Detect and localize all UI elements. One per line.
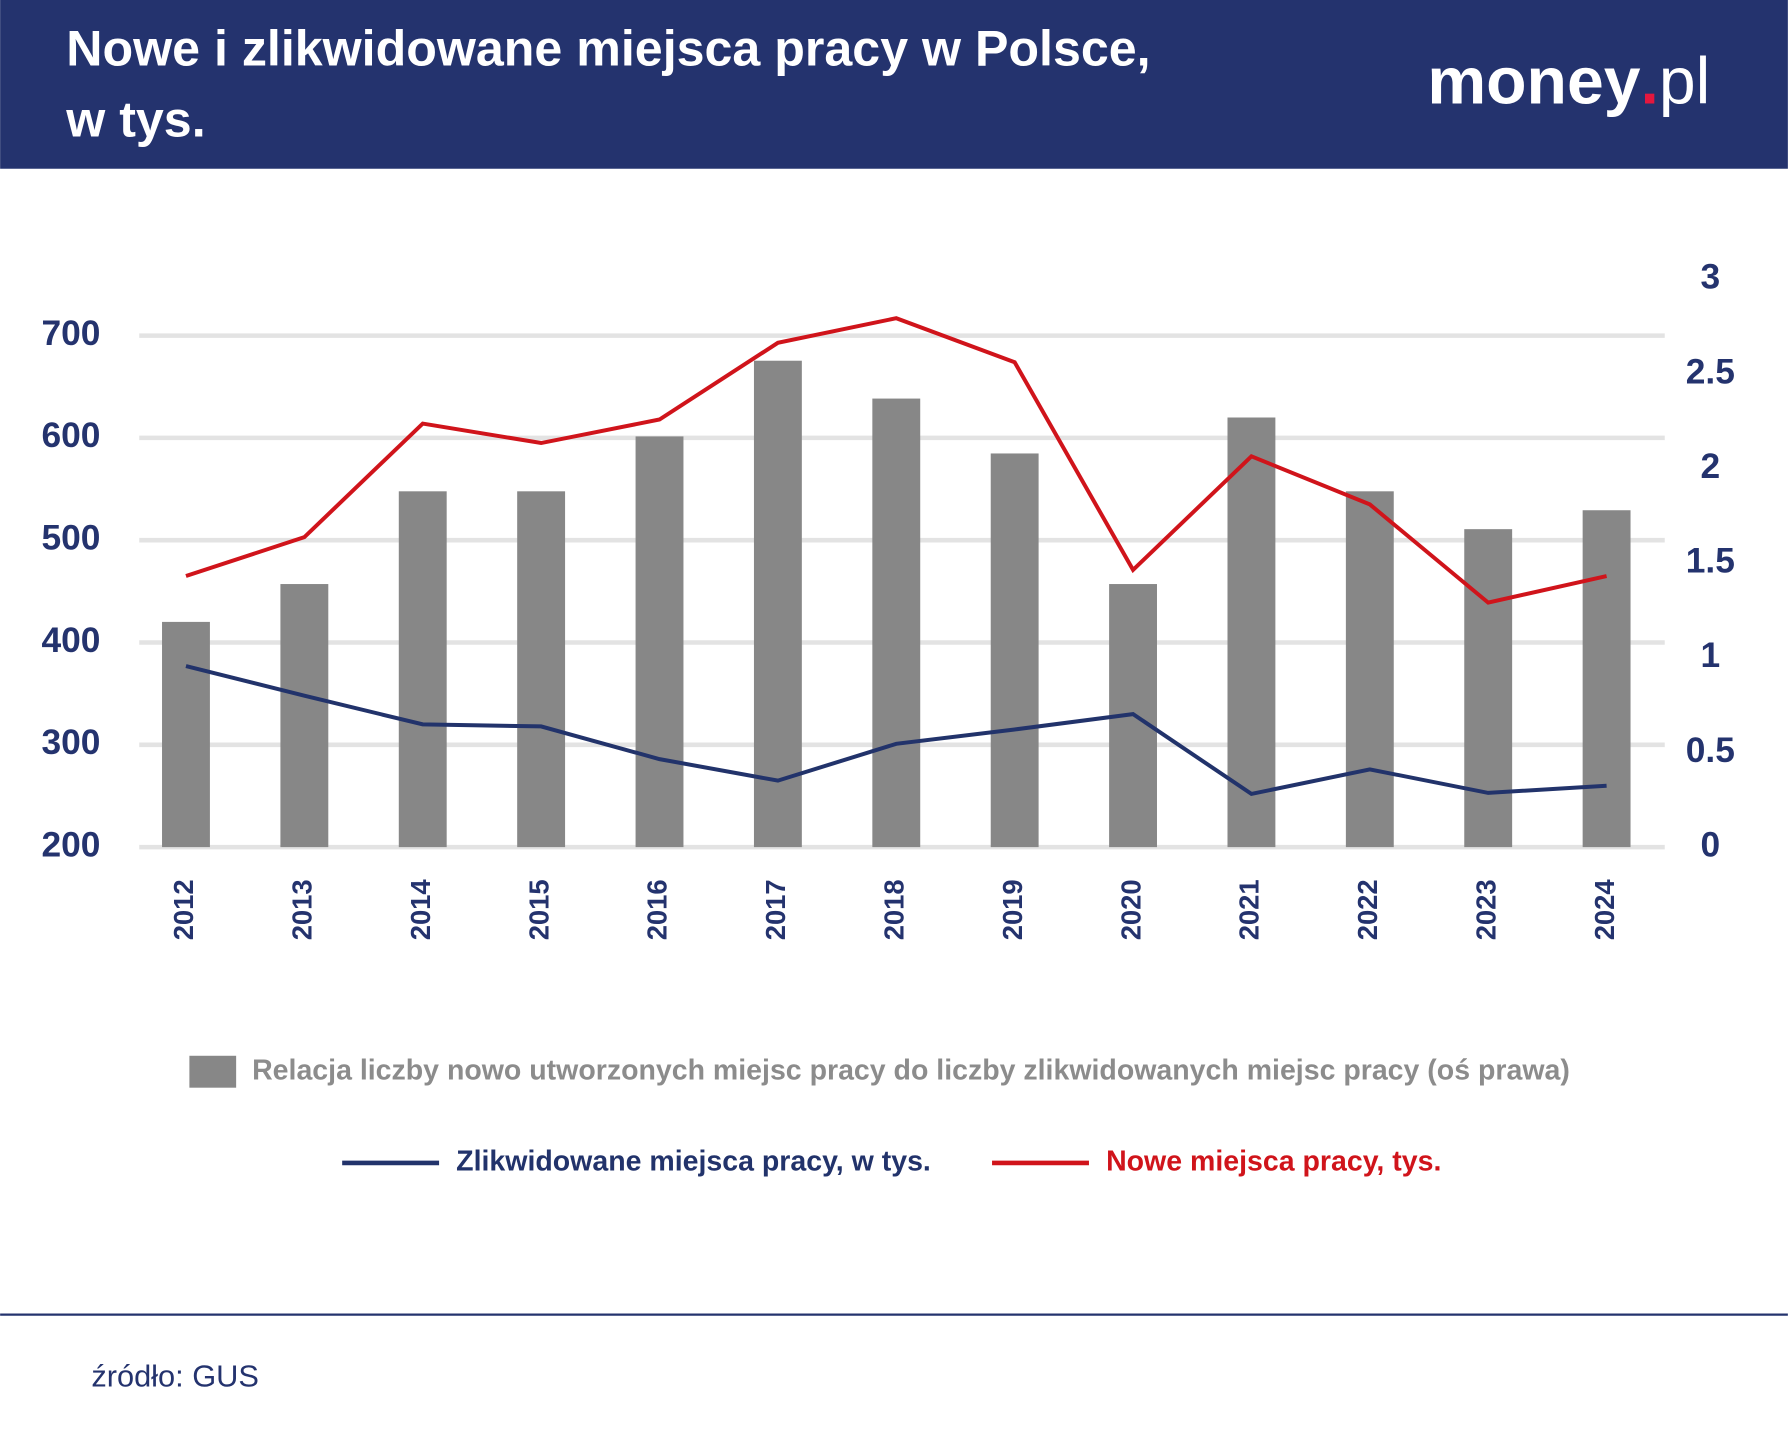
- bar: [1464, 529, 1513, 848]
- legend-swatch: [189, 1055, 237, 1088]
- header-band: [0, 0, 1788, 169]
- legend-label: Nowe miejsca pracy, tys.: [1106, 1145, 1441, 1177]
- y2-tick-label: 1: [1701, 636, 1721, 675]
- bar: [635, 436, 684, 848]
- x-tick-label: 2012: [168, 879, 199, 940]
- x-tick-label: 2020: [1115, 879, 1146, 940]
- line: [185, 664, 1607, 797]
- bar: [990, 453, 1039, 848]
- y2-tick-label: 2.5: [1686, 352, 1735, 391]
- bar: [753, 360, 802, 848]
- legend-label: Relacja liczby nowo utworzonych miejsc p…: [252, 1054, 1570, 1086]
- x-tick-label: 2014: [405, 879, 436, 941]
- x-tick-label: 2015: [523, 879, 554, 940]
- x-tick-label: 2018: [879, 879, 910, 940]
- y-tick-label: 200: [42, 825, 101, 864]
- legend-label: Zlikwidowane miejsca pracy, w tys.: [456, 1145, 931, 1177]
- x-tick-label: 2021: [1234, 879, 1265, 940]
- title-line: w tys.: [65, 91, 205, 147]
- x-tick-label: 2019: [997, 879, 1028, 940]
- x-tick-label: 2013: [287, 879, 318, 940]
- bar: [1227, 417, 1276, 848]
- bar: [1345, 491, 1394, 848]
- bar: [517, 491, 566, 848]
- logo: money.pl: [1427, 45, 1710, 119]
- source: źródło: GUS: [91, 1359, 259, 1394]
- bar: [398, 491, 447, 848]
- y-tick-label: 700: [42, 314, 101, 353]
- y-tick-label: 300: [42, 723, 101, 762]
- bar: [872, 398, 921, 848]
- bar: [1582, 510, 1631, 848]
- logo-dot: .: [1640, 45, 1658, 119]
- y-tick-label: 600: [42, 416, 101, 455]
- y2-tick-label: 0.5: [1686, 731, 1735, 770]
- x-tick-label: 2017: [760, 879, 791, 940]
- logo-main: money: [1427, 45, 1640, 119]
- y-tick-label: 400: [42, 621, 101, 660]
- x-tick-label: 2023: [1470, 879, 1501, 940]
- y-tick-label: 500: [42, 519, 101, 558]
- x-tick-label: 2024: [1589, 879, 1620, 941]
- y2-tick-label: 0: [1701, 825, 1721, 864]
- y2-tick-label: 1.5: [1686, 542, 1735, 581]
- x-tick-label: 2016: [642, 879, 673, 940]
- y2-tick-label: 2: [1701, 447, 1721, 486]
- bar: [162, 621, 210, 848]
- x-tick-label: 2022: [1352, 879, 1383, 940]
- bar: [280, 584, 329, 848]
- logo-suffix: pl: [1659, 45, 1710, 119]
- line: [185, 316, 1608, 605]
- title-line: Nowe i zlikwidowane miejsca pracy w Pols…: [66, 21, 1150, 77]
- y2-tick-label: 3: [1701, 258, 1721, 297]
